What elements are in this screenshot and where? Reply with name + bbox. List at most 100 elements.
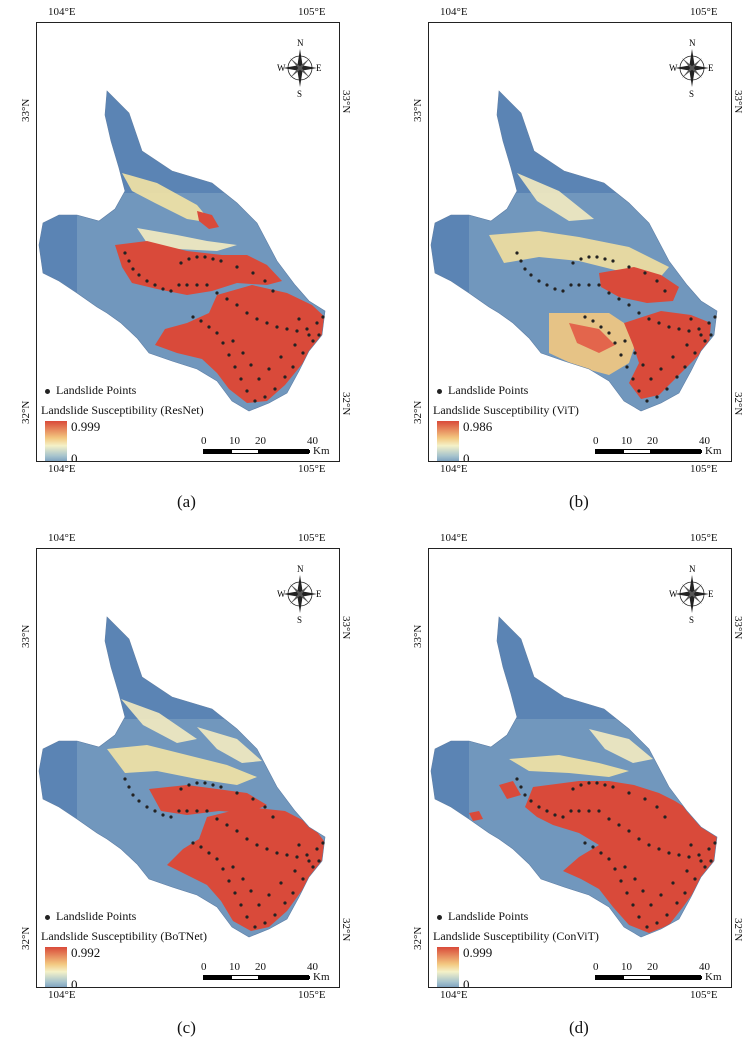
landslide-points-label: Landslide Points [56, 909, 137, 923]
lon-label-right-bottom: 105°E [690, 989, 718, 1001]
lon-label-right-top: 105°E [298, 6, 326, 18]
svg-text:W: W [669, 589, 678, 599]
scale-label: 40 [699, 435, 710, 447]
color-ramp [437, 421, 459, 461]
lat-label-left-bottom: 32°N [20, 926, 32, 950]
svg-text:N: N [297, 564, 304, 574]
legend-title: Landslide Susceptibility (BoTNet) [41, 929, 207, 943]
lon-label-right-bottom: 105°E [298, 989, 326, 1001]
landslide-point-icon [45, 388, 50, 394]
landslide-points-label: Landslide Points [448, 909, 529, 923]
legend-min-value: 0 [71, 977, 78, 988]
north-arrow-icon: N S W E [669, 564, 714, 625]
lon-label-right-bottom: 105°E [298, 463, 326, 475]
lat-label-left-top: 33°N [412, 98, 424, 122]
svg-text:N: N [689, 38, 696, 48]
scale-bar-segments [595, 975, 702, 980]
svg-text:N: N [689, 564, 696, 574]
landslide-point-icon [437, 388, 442, 394]
scale-unit: Km [313, 971, 330, 983]
svg-text:S: S [297, 615, 302, 625]
lat-label-right-bottom: 32°N [340, 918, 352, 942]
lat-label-right-top: 33°N [340, 90, 352, 114]
svg-text:W: W [669, 63, 678, 73]
susceptibility-map [38, 90, 326, 412]
lat-label-right-top: 33°N [340, 616, 352, 640]
legend-min-value: 0 [71, 451, 78, 462]
lon-label-left-top: 104°E [440, 6, 468, 18]
scale-label: 20 [647, 961, 658, 973]
panel-caption: (c) [177, 1018, 196, 1037]
scale-label: 40 [307, 435, 318, 447]
susceptibility-map [430, 616, 718, 938]
svg-text:S: S [689, 89, 694, 99]
lon-label-right-top: 105°E [298, 532, 326, 544]
scale-label: 10 [229, 961, 240, 973]
lon-label-right-top: 105°E [690, 532, 718, 544]
panel-caption: (b) [569, 492, 589, 511]
scale-label: 20 [647, 435, 658, 447]
svg-text:E: E [316, 63, 322, 73]
legend-max-value: 0.992 [71, 945, 101, 960]
map-panel-c: 104°E 105°E N S W E Landslide Points Landsl… [0, 526, 360, 1052]
scale-label: 20 [255, 435, 266, 447]
svg-text:E: E [708, 589, 714, 599]
scale-bar-segments [595, 449, 702, 454]
north-arrow-icon: N S W E [669, 38, 714, 99]
lon-label-left-top: 104°E [48, 6, 76, 18]
lon-label-right-bottom: 105°E [690, 463, 718, 475]
scale-unit: Km [313, 445, 330, 457]
lat-label-left-top: 33°N [20, 624, 32, 648]
legend-max-value: 0.986 [463, 419, 493, 434]
scale-label: 0 [593, 435, 599, 447]
scale-unit: Km [705, 971, 722, 983]
map-frame: N S W E Landslide Points Landslide Suscepti… [36, 548, 340, 988]
color-ramp [45, 947, 67, 987]
lat-label-right-top: 33°N [732, 616, 744, 640]
legend-title: Landslide Susceptibility (ConViT) [433, 929, 599, 943]
scale-label: 0 [201, 435, 207, 447]
svg-text:W: W [277, 589, 286, 599]
lat-label-right-bottom: 32°N [732, 918, 744, 942]
map-panel-a: 104°E 105°E N S W E Landslide Points Landsl… [0, 0, 360, 526]
color-ramp [437, 947, 459, 987]
scale-bar: 0 10 20 40 Km [593, 435, 731, 461]
north-arrow-icon: N S W E [277, 38, 322, 99]
svg-text:N: N [297, 38, 304, 48]
scale-bar: 0 10 20 40 Km [201, 961, 339, 987]
svg-text:S: S [689, 615, 694, 625]
svg-text:W: W [277, 63, 286, 73]
lat-label-left-bottom: 32°N [412, 926, 424, 950]
legend-min-value: 0 [463, 977, 470, 988]
landslide-point-icon [45, 914, 50, 920]
north-arrow-icon: N S W E [277, 564, 322, 625]
landslide-points-legend: Landslide Points [45, 909, 136, 924]
lat-label-right-bottom: 32°N [732, 392, 744, 416]
map-panel-d: 104°E 105°E N S W E Landslide Points Landsl… [392, 526, 752, 1052]
lat-label-left-bottom: 32°N [20, 400, 32, 424]
scale-label: 40 [699, 961, 710, 973]
color-ramp [45, 421, 67, 461]
map-panel-b: 104°E 105°E N S W E Landslide Points Landsl… [392, 0, 752, 526]
scale-label: 10 [229, 435, 240, 447]
lat-label-right-top: 33°N [732, 90, 744, 114]
map-frame: N S W E Landslide Points Landslide Suscepti… [428, 548, 732, 988]
susceptibility-map [430, 90, 718, 412]
scale-bar-segments [203, 975, 310, 980]
svg-text:E: E [708, 63, 714, 73]
panel-caption: (a) [177, 492, 196, 511]
landslide-point-icon [437, 914, 442, 920]
lat-label-right-bottom: 32°N [340, 392, 352, 416]
lon-label-left-top: 104°E [48, 532, 76, 544]
panel-caption: (d) [569, 1018, 589, 1037]
legend-min-value: 0 [463, 451, 470, 462]
legend-max-value: 0.999 [71, 419, 101, 434]
lon-label-left-bottom: 104°E [48, 463, 76, 475]
landslide-points-label: Landslide Points [448, 383, 529, 397]
scale-label: 40 [307, 961, 318, 973]
scale-bar-segments [203, 449, 310, 454]
lon-label-left-bottom: 104°E [440, 463, 468, 475]
susceptibility-map [38, 616, 326, 938]
svg-text:E: E [316, 589, 322, 599]
scale-label: 20 [255, 961, 266, 973]
